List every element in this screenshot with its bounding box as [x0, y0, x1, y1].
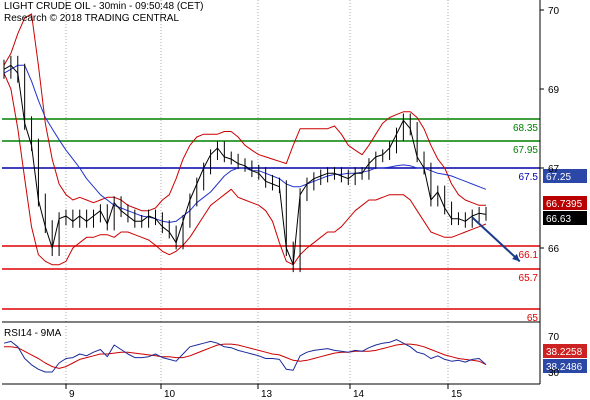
level-label-65.7: 65.7 — [519, 273, 539, 284]
x-tick-label-15: 15 — [451, 389, 463, 400]
price-box-label-current_price_box: 66.7395 — [546, 199, 583, 210]
level-label-66.1: 66.1 — [519, 250, 539, 261]
level-label-65: 65 — [527, 313, 539, 324]
price-box-current_price_box — [543, 196, 587, 210]
x-tick-label-13: 13 — [261, 389, 273, 400]
price-box-last_price_box — [543, 211, 587, 225]
level-label-67.5: 67.5 — [519, 172, 539, 183]
x-tick-label-9: 9 — [69, 389, 75, 400]
level-lines — [2, 118, 540, 310]
y-tick-label-67: 67 — [548, 164, 560, 175]
x-tick-label-14: 14 — [353, 389, 365, 400]
projection-arrow-shaft — [471, 216, 521, 263]
rsi-series — [3, 339, 487, 373]
projection-arrow — [471, 216, 521, 263]
y-tick-label-66: 66 — [548, 244, 560, 255]
rsi-panel-title: RSI14 - 9MA — [4, 328, 62, 339]
axes — [2, 0, 541, 385]
x-tick-label-10: 10 — [164, 389, 176, 400]
price-box-pivot_box — [543, 169, 587, 183]
tick-labels: 70 69 67 66 70 30 9 10 13 14 15 — [69, 6, 560, 400]
price-series — [3, 55, 487, 273]
level-labels: 68.35 67.95 67.5 66.1 65.7 65 — [513, 123, 538, 324]
level-label-67.95: 67.95 — [513, 145, 538, 156]
chart-subtitle: Research © 2018 TRADING CENTRAL — [4, 13, 180, 24]
price-box-label-pivot_box: 67.25 — [546, 172, 571, 183]
level-label-68.35: 68.35 — [513, 123, 538, 134]
price-boxes: 67.25 66.7395 66.63 38.2258 38.2486 — [543, 169, 587, 373]
y-tick-label-70: 70 — [548, 6, 560, 17]
rsi-box-label-rsi_box: 38.2486 — [546, 362, 583, 373]
rsi-box-rsi_box — [543, 359, 587, 373]
rsi-box-rsi_ma_box — [543, 344, 587, 358]
bollinger-upper-line — [3, 13, 486, 212]
chart-title: LIGHT CRUDE OIL - 30min - 09:50:48 (CET) — [4, 1, 204, 12]
rsi-tick-label-30: 30 — [548, 368, 560, 379]
bollinger-bands — [3, 13, 487, 266]
price-box-label-last_price_box: 66.63 — [546, 214, 571, 225]
rsi-tick-label-70: 70 — [548, 332, 560, 343]
bollinger-lower-line — [3, 72, 487, 266]
vertical-gridlines — [65, 0, 449, 389]
projection-arrow-head — [512, 253, 520, 262]
price-line — [3, 64, 487, 266]
rsi-line — [3, 339, 487, 373]
y-tick-label-69: 69 — [548, 85, 560, 96]
rsi-box-label-rsi_ma_box: 38.2258 — [546, 347, 583, 358]
